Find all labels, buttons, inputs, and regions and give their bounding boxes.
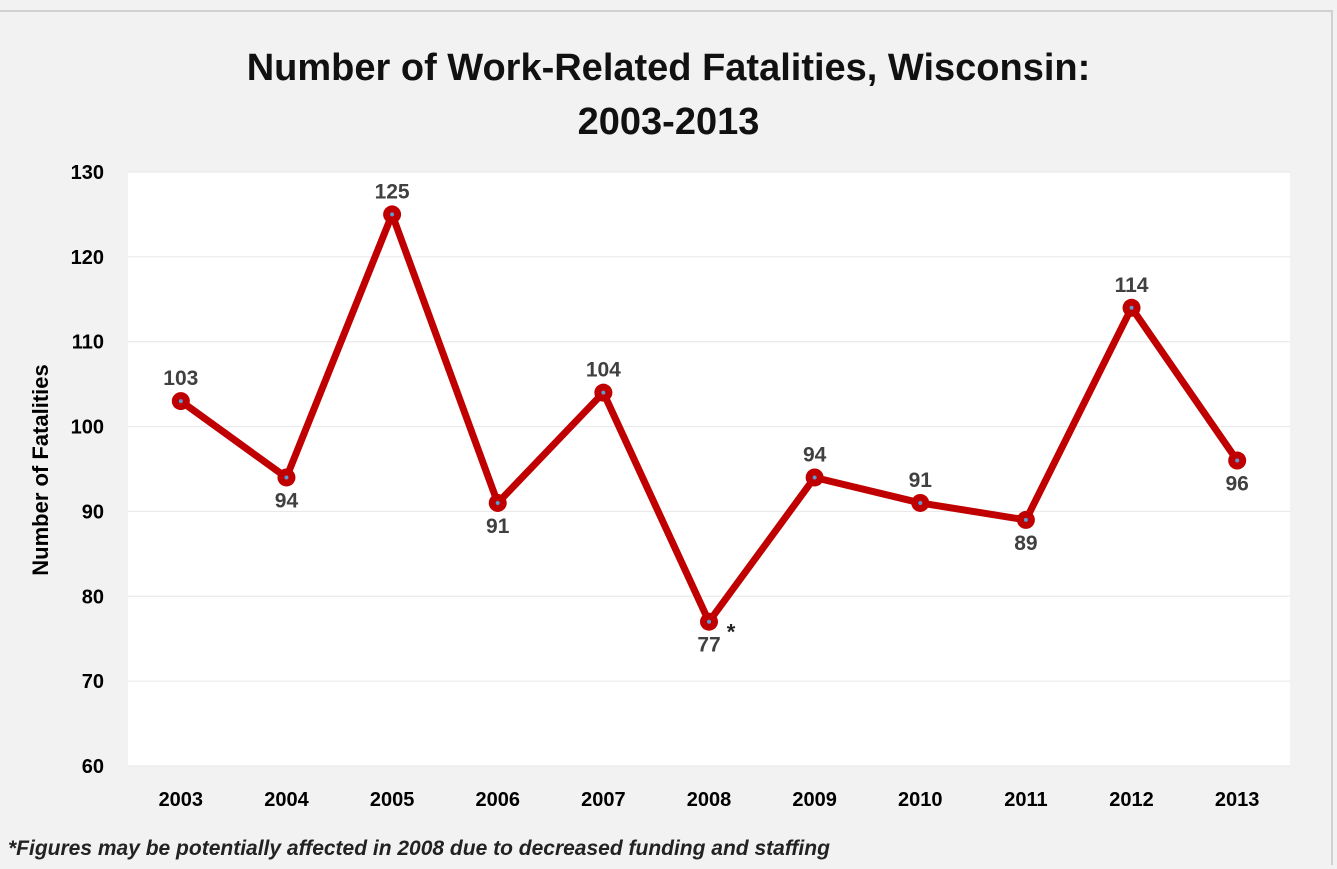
- data-point-center: [390, 212, 395, 217]
- data-labels: 103 94 125 91 104 77 * 94 91 89 114 96: [163, 180, 1249, 656]
- x-tick-label: 2004: [264, 789, 309, 811]
- gridlines: [128, 171, 1290, 767]
- y-tick-label: 120: [71, 247, 104, 269]
- y-tick-label: 130: [71, 162, 104, 184]
- data-label: 91: [486, 515, 510, 538]
- data-label: 77: [697, 634, 720, 657]
- plot-area: [128, 172, 1290, 766]
- data-point-center: [918, 500, 923, 505]
- x-tick-label: 2009: [792, 789, 837, 811]
- x-tick-label: 2006: [475, 789, 520, 811]
- footnote: *Figures may be potentially affected in …: [8, 837, 830, 860]
- y-axis-ticks: 60 70 80 90 100 110 120 130: [71, 162, 104, 778]
- y-tick-label: 80: [82, 586, 104, 608]
- data-label: 103: [163, 367, 198, 390]
- series-layer: [171, 205, 1247, 631]
- data-label: 94: [275, 489, 299, 512]
- data-label: 96: [1226, 473, 1249, 496]
- x-tick-label: 2010: [898, 789, 943, 811]
- x-tick-label: 2013: [1215, 789, 1260, 811]
- x-tick-label: 2003: [159, 789, 204, 811]
- y-tick-label: 100: [71, 417, 104, 439]
- y-tick-label: 70: [82, 671, 104, 693]
- data-point-center: [178, 399, 183, 404]
- x-tick-label: 2005: [370, 789, 415, 811]
- x-tick-label: 2007: [581, 789, 626, 811]
- y-tick-label: 90: [82, 501, 104, 523]
- data-label: 125: [375, 180, 410, 203]
- data-point-center: [284, 475, 289, 480]
- data-label: 94: [803, 443, 827, 466]
- data-point-center: [601, 390, 606, 395]
- data-label: 104: [586, 359, 621, 382]
- y-tick-label: 110: [72, 332, 104, 354]
- data-label: 91: [909, 469, 933, 492]
- data-point-center: [1235, 458, 1240, 463]
- annotation-asterisk: *: [727, 620, 736, 645]
- y-tick-label: 60: [82, 756, 104, 778]
- chart-frame: [0, 10, 1333, 865]
- x-tick-label: 2011: [1004, 789, 1047, 811]
- data-point-center: [1023, 517, 1028, 522]
- chart-title-line-1: Number of Work-Related Fatalities, Wisco…: [246, 47, 1091, 89]
- x-tick-label: 2012: [1109, 789, 1154, 811]
- chart-title-line-2: 2003-2013: [577, 101, 760, 143]
- data-label: 114: [1115, 274, 1149, 297]
- data-label: 89: [1014, 532, 1037, 555]
- x-axis-ticks: 2003 2004 2005 2006 2007 2008 2009 2010 2011 2012…: [159, 789, 1260, 811]
- data-point-center: [812, 475, 817, 480]
- data-point-center: [1129, 305, 1134, 310]
- x-tick-label: 2008: [687, 789, 732, 811]
- data-point-center: [495, 500, 500, 505]
- data-point-center: [707, 619, 711, 624]
